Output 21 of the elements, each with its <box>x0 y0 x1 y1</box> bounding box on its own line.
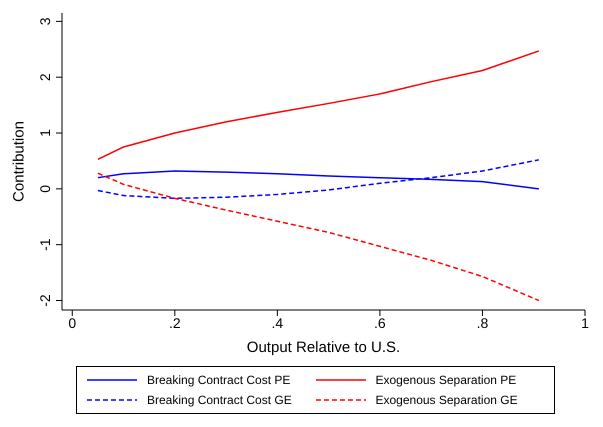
y-tick-label: 0 <box>37 184 53 193</box>
x-tick-label: .6 <box>374 314 386 331</box>
y-tick-label: -2 <box>37 294 53 307</box>
x-axis-title: Output Relative to U.S. <box>246 339 400 356</box>
legend-label: Exogenous Separation PE <box>376 373 516 387</box>
line-series <box>97 159 540 200</box>
x-tick-label: .4 <box>272 314 284 331</box>
y-axis-title: Contribution <box>10 121 28 202</box>
y-tick-label: 2 <box>37 73 53 82</box>
x-tick-label: 1 <box>581 314 590 331</box>
legend-label: Breaking Contract Cost GE <box>147 393 292 407</box>
legend-label: Exogenous Separation GE <box>376 393 518 407</box>
y-tick-label: 3 <box>37 17 53 26</box>
legend-label: Breaking Contract Cost PE <box>147 373 290 387</box>
x-tick-label: .2 <box>168 314 181 331</box>
x-tick-label: 0 <box>68 314 76 331</box>
y-tick-label: 1 <box>37 128 53 137</box>
line-series <box>97 172 540 302</box>
line-series <box>97 50 540 160</box>
y-tick-label: -1 <box>37 238 53 251</box>
x-tick-label: .8 <box>476 314 488 331</box>
